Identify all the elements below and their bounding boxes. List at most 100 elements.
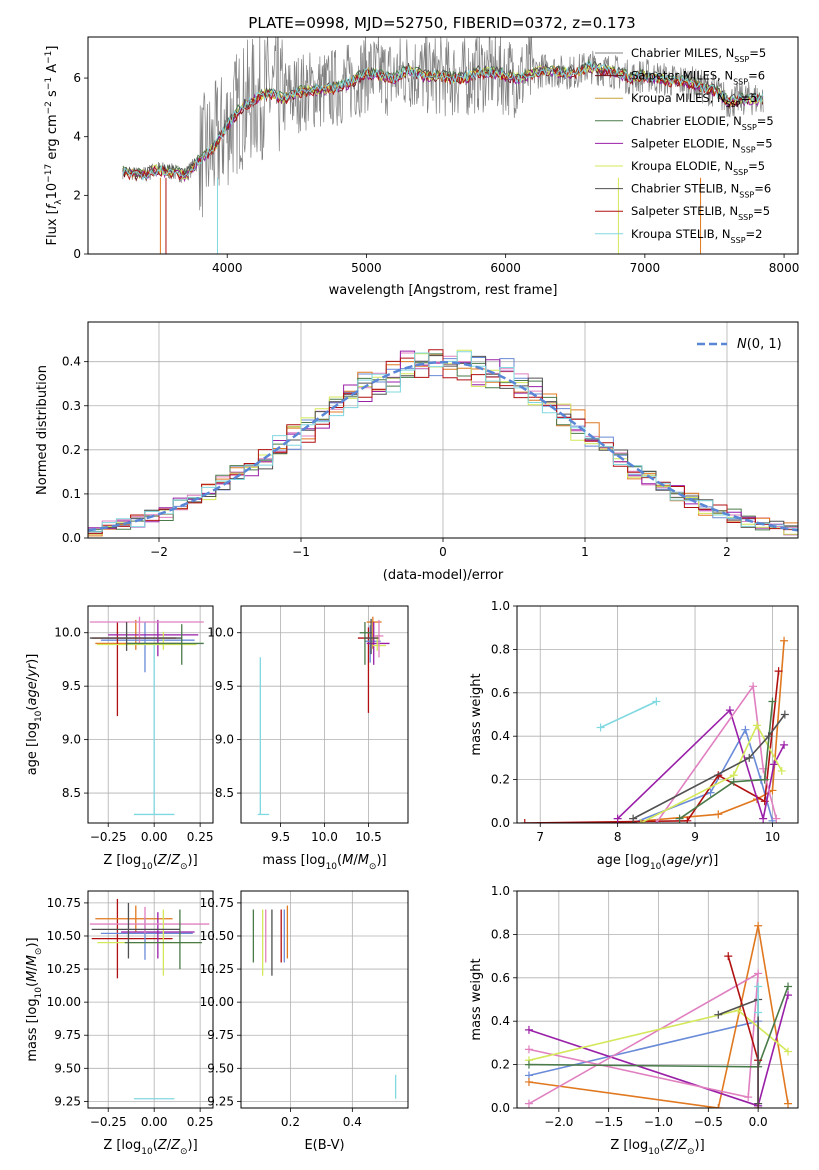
x-axis-label: mass [log10(M/M⊙)] [262,853,386,872]
axes-frame [87,890,214,1109]
y-tick-label: 10.75 [200,896,234,910]
x-tick-label: −2.0 [544,1115,573,1129]
y-axis-label: mass [log10(M/M⊙)] [25,937,44,1061]
x-tick-label: −2 [150,545,168,559]
x-tick-label: 7 [536,830,544,844]
weight-vs-age-plot [520,636,789,823]
y-tick-label: 10.50 [47,929,81,943]
legend-entry: Salpeter ELODIE, NSSP=5 [631,136,773,154]
axes-frame [87,321,799,539]
spectrum-panel: 4000 5000 6000 7000 8000 0 2 4 6 Chabrier MILES, … [44,36,799,298]
weight-marker [760,775,769,784]
y-tick-label: 0.8 [491,642,510,656]
weight-marker [744,1093,753,1102]
x-tick-label: 1 [581,545,589,559]
x-tick-label: 10 [765,830,780,844]
x-tick-label: 0.0 [749,1115,768,1129]
y-tick-label: 0.2 [491,1058,510,1072]
y-tick-label: 6 [73,71,81,85]
weight-series [528,925,789,1108]
y-tick-label: 8.5 [215,786,234,800]
weight-series [600,700,657,729]
x-tick-label: 0.00 [141,830,168,844]
mass-vs-Z-panel: −0.25 0.00 0.25 9.25 9.50 9.75 10.00 10.25 10.50… [25,890,214,1157]
x-tick-label: 4000 [212,261,243,275]
x-tick-label: 0.00 [141,1115,168,1129]
weight-series [528,1020,759,1106]
weight-marker [784,982,793,991]
weight-marker [524,1060,533,1069]
weight-marker [754,921,763,930]
x-tick-label: 0.2 [281,1115,300,1129]
x-tick-label: −0.25 [90,1115,127,1129]
y-tick-label: 0 [73,247,81,261]
age-vs-Z-panel: −0.25 0.00 0.25 8.5 9.0 9.5 10.0 Z [log10(Z/Z⊙)… [25,605,214,872]
y-tick-label: 9.5 [215,679,234,693]
weight-vs-age-panel: 7 8 9 10 0.0 0.2 0.4 0.6 0.8 1.0 age [log10(age/yr… [469,599,799,872]
y-tick-label: 0.3 [62,399,81,413]
weight-marker [714,810,723,819]
weight-marker [759,814,768,823]
x-tick-label: 0.4 [343,1115,362,1129]
y-tick-label: 0.1 [62,487,81,501]
y-tick-label: 8.5 [62,786,81,800]
y-tick-label: 0.0 [491,816,510,830]
x-tick-label: 0 [439,545,447,559]
y-tick-label: 9.0 [62,733,81,747]
x-axis-label: E(B-V) [304,1138,344,1153]
mass-vs-Z-plot [89,898,210,1100]
weight-marker [706,788,715,797]
x-tick-label: 9.5 [271,830,290,844]
axes-frame [87,36,799,255]
x-axis-label: (data-model)/error [383,568,504,583]
weight-series [632,727,774,823]
model-spectrum [122,60,763,179]
weight-marker [725,706,734,715]
age-vs-Z-plot [89,616,204,816]
legend-entry: Kroupa STELIB, NSSP=2 [631,227,762,245]
y-tick-label: 10.00 [47,995,81,1009]
weight-series [632,714,786,820]
y-tick-label: 9.25 [54,1094,81,1108]
y-tick-label: 9.75 [54,1028,81,1042]
weight-marker [652,819,661,823]
weight-series [528,972,760,1105]
axes-frame [240,605,409,824]
weight-marker [714,1010,723,1019]
y-tick-label: 0.2 [491,773,510,787]
weight-marker [774,667,783,676]
weight-marker [780,710,789,719]
age-vs-mass-plot [257,616,390,816]
y-tick-label: 2 [73,188,81,202]
y-tick-label: 9.50 [54,1061,81,1075]
normal-curve [88,360,798,532]
legend-entry: Kroupa ELODIE, NSSP=5 [631,159,765,177]
x-tick-label: −0.5 [694,1115,723,1129]
weight-marker [770,760,779,769]
legend-entry: Salpeter STELIB, NSSP=5 [631,204,770,222]
y-axis-label: age [log10(age/yr)] [25,654,44,776]
y-tick-label: 10.75 [47,896,81,910]
y-tick-label: 10.0 [207,626,234,640]
legend-entry: Chabrier MILES, NSSP=5 [631,46,766,64]
weight-marker [749,682,758,691]
model-spectrum [122,60,764,181]
y-tick-label: 10.25 [200,962,234,976]
x-tick-label: 10.0 [311,830,338,844]
weight-marker [524,1025,533,1034]
y-axis-label: mass weight [469,673,484,755]
weight-marker [772,814,781,823]
y-tick-label: 0.2 [62,443,81,457]
x-tick-label: 7000 [630,261,661,275]
y-axis-label: mass weight [469,958,484,1040]
weight-marker [754,1099,763,1108]
weight-marker [524,1045,533,1054]
x-axis-label: wavelength [Angstrom, rest frame] [329,283,558,298]
weight-marker [754,1008,763,1017]
weight-marker [675,814,684,823]
y-tick-label: 0.0 [62,531,81,545]
y-tick-label: 9.75 [207,1028,234,1042]
weight-marker [724,952,733,961]
weight-marker [754,969,763,978]
